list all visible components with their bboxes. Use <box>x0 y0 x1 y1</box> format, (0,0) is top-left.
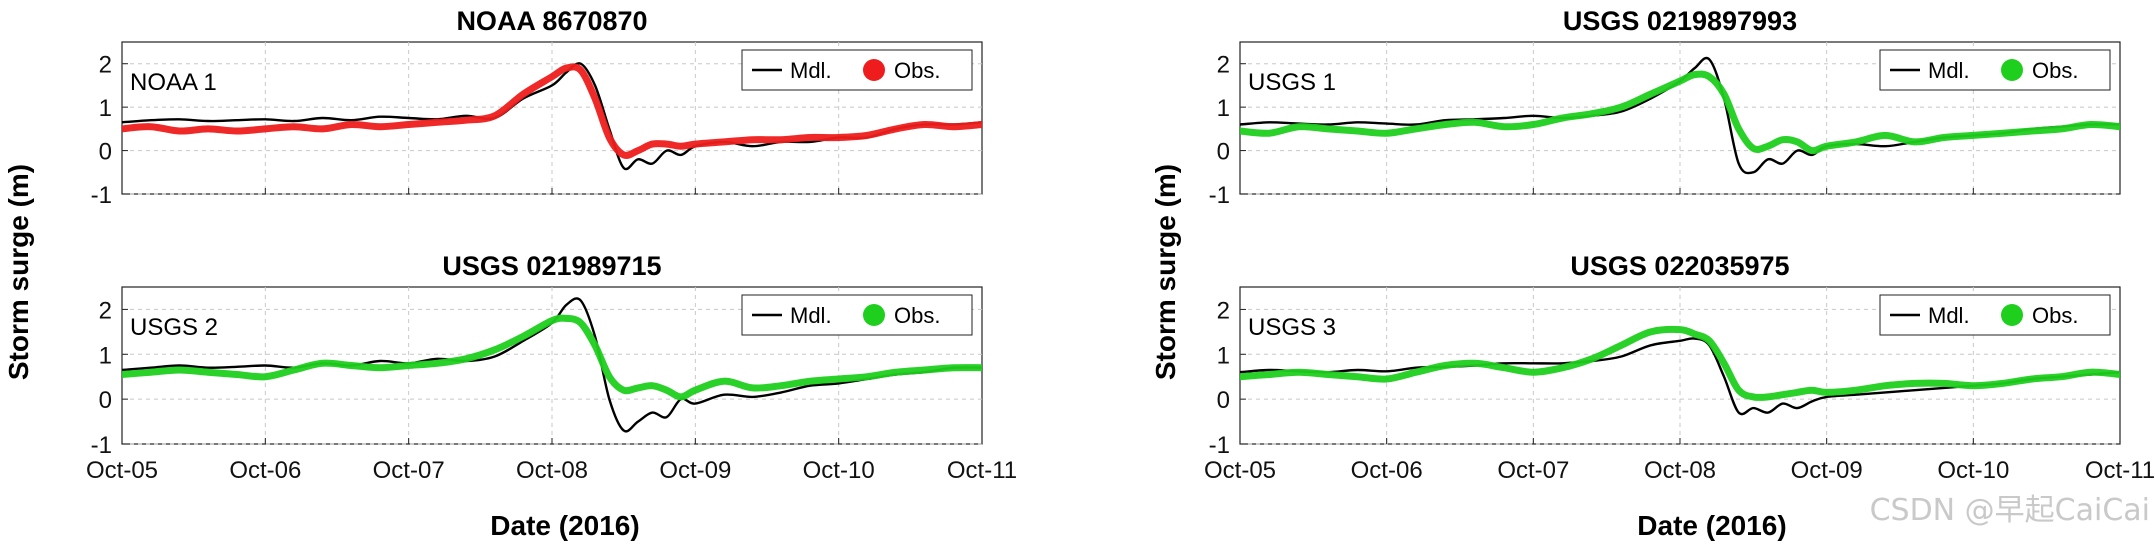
y-tick-label: 2 <box>99 52 112 79</box>
model-series-line <box>1240 337 2120 416</box>
legend: Mdl. Obs. <box>1879 49 2111 91</box>
x-tick-label: Oct-11 <box>947 457 1017 484</box>
y-tick-label: -1 <box>1209 182 1230 209</box>
x-tick-label: Oct-08 <box>516 457 588 484</box>
chart-panel: -1 0 1 2 Oct-05 Oct-06 Oct-07 Oct-08 Oct-09 Oct-1… <box>1204 251 2155 484</box>
y-tick-label: 0 <box>99 387 112 414</box>
chart-panel: -1 0 1 2 NOAA 8670870 NOAA 1 Mdl. Obs. <box>91 6 983 209</box>
x-tick-label: Oct-09 <box>1791 457 1863 484</box>
y-axis-label-right: Storm surge (m) <box>1150 164 1181 380</box>
y-tick-label: 1 <box>1217 95 1230 122</box>
y-tick-label: 0 <box>99 139 112 166</box>
legend-observed-label: Obs. <box>2032 58 2078 83</box>
model-series-line <box>122 62 982 171</box>
observed-series-line <box>122 63 982 159</box>
x-tick-label: Oct-08 <box>1644 457 1716 484</box>
x-tick-label: Oct-09 <box>659 457 731 484</box>
legend-model-label: Mdl. <box>790 303 832 328</box>
observed-series-line <box>122 314 982 401</box>
legend-observed-swatch <box>863 304 885 326</box>
y-tick-label: -1 <box>91 432 112 459</box>
legend: Mdl. Obs. <box>741 294 973 336</box>
x-tick-label: Oct-06 <box>229 457 301 484</box>
x-tick-label: Oct-07 <box>373 457 445 484</box>
chart-title: USGS 022035975 <box>1570 251 1789 281</box>
x-tick-label: Oct-10 <box>803 457 875 484</box>
x-tick-label: Oct-11 <box>2085 457 2155 484</box>
y-tick-label: 0 <box>1217 387 1230 414</box>
chart-title: NOAA 8670870 <box>456 6 647 36</box>
panels: -1 0 1 2 NOAA 8670870 NOAA 1 Mdl. Obs. -1 0 1 2 USGS… <box>86 6 2155 484</box>
x-axis-label-right: Date (2016) <box>1637 510 1786 541</box>
legend-observed-swatch <box>863 59 885 81</box>
y-tick-label: -1 <box>1209 432 1230 459</box>
chart-panel: -1 0 1 2 Oct-05 Oct-06 Oct-07 Oct-08 Oct-09 Oct-1… <box>86 251 1017 484</box>
observed-series-line <box>1240 325 2120 401</box>
x-tick-label: Oct-10 <box>1937 457 2009 484</box>
legend-observed-swatch <box>2001 59 2023 81</box>
watermark-text: CSDN @早起CaiCai <box>1870 493 2150 528</box>
x-tick-label: Oct-05 <box>86 457 158 484</box>
station-label: USGS 1 <box>1248 69 1336 96</box>
y-tick-label: 1 <box>99 95 112 122</box>
y-tick-label: 1 <box>99 342 112 369</box>
station-label: USGS 2 <box>130 314 218 341</box>
y-tick-label: 2 <box>1217 52 1230 79</box>
observed-series-line <box>1240 70 2120 155</box>
y-tick-label: 0 <box>1217 139 1230 166</box>
legend: Mdl. Obs. <box>741 49 973 91</box>
station-label: NOAA 1 <box>130 69 217 96</box>
legend-observed-label: Obs. <box>2032 303 2078 328</box>
chart-title: USGS 021989715 <box>442 251 661 281</box>
legend: Mdl. Obs. <box>1879 294 2111 336</box>
x-tick-label: Oct-05 <box>1204 457 1276 484</box>
legend-observed-label: Obs. <box>894 58 940 83</box>
y-axis-label-right-group: Storm surge (m) <box>1150 164 1181 380</box>
y-axis-label-left: Storm surge (m) <box>3 164 34 380</box>
x-axis-label-left: Date (2016) <box>490 510 639 541</box>
y-tick-label: 2 <box>99 297 112 324</box>
x-tick-label: Oct-06 <box>1351 457 1423 484</box>
legend-model-label: Mdl. <box>790 58 832 83</box>
y-axis-label-left-group: Storm surge (m) <box>3 164 34 380</box>
legend-observed-swatch <box>2001 304 2023 326</box>
chart-panel: -1 0 1 2 USGS 0219897993 USGS 1 Mdl. Obs. <box>1209 6 2121 209</box>
legend-model-label: Mdl. <box>1928 58 1970 83</box>
y-tick-label: -1 <box>91 182 112 209</box>
legend-observed-label: Obs. <box>894 303 940 328</box>
chart-title: USGS 0219897993 <box>1563 6 1797 36</box>
y-tick-label: 1 <box>1217 342 1230 369</box>
x-tick-label: Oct-07 <box>1497 457 1569 484</box>
y-tick-label: 2 <box>1217 297 1230 324</box>
legend-model-label: Mdl. <box>1928 303 1970 328</box>
station-label: USGS 3 <box>1248 314 1336 341</box>
